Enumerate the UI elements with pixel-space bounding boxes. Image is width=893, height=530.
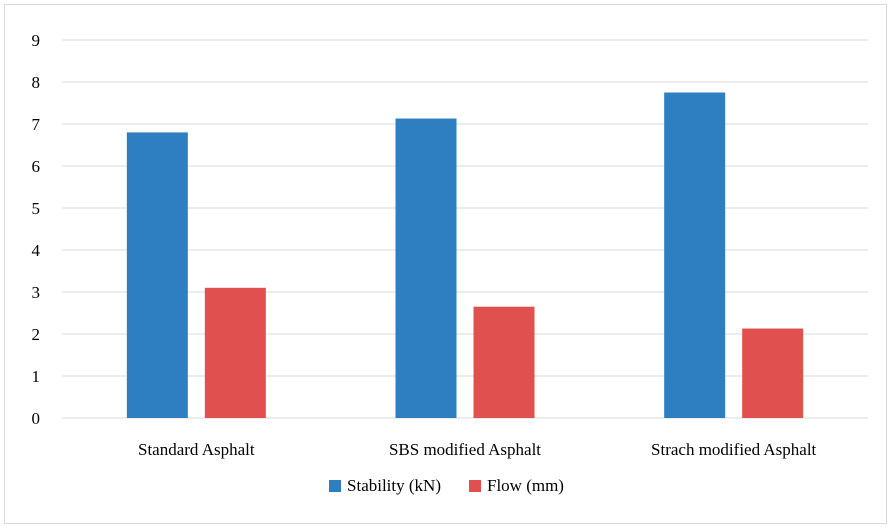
y-tick-label-8: 8 [32, 73, 41, 92]
bar-stability-2 [664, 92, 726, 418]
y-tick-label-4: 4 [32, 241, 41, 260]
y-tick-label-5: 5 [32, 199, 41, 218]
y-tick-label-1: 1 [32, 367, 41, 386]
legend-label-flow: Flow (mm) [486, 476, 564, 495]
y-tick-label-0: 0 [32, 409, 41, 428]
x-axis-ticks: Standard Asphalt SBS modified Asphalt Stra… [138, 440, 817, 459]
bar-flow-2 [742, 328, 804, 418]
bars [126, 92, 804, 418]
bar-stability-1 [395, 118, 457, 418]
y-axis-ticks: 0 1 2 3 4 5 6 7 8 9 [32, 31, 41, 428]
legend-item-stability: Stability (kN) [329, 476, 441, 496]
legend-item-flow: Flow (mm) [468, 476, 564, 496]
legend: Stability (kN) Flow (mm) [0, 476, 893, 496]
x-tick-label-2: Strach modified Asphalt [651, 440, 817, 459]
x-tick-label-0: Standard Asphalt [138, 440, 255, 459]
legend-swatch-stability [329, 480, 342, 492]
gridlines [62, 39, 868, 419]
y-tick-label-6: 6 [32, 157, 41, 176]
y-tick-label-9: 9 [32, 31, 41, 50]
bar-flow-1 [473, 306, 535, 418]
y-tick-label-7: 7 [32, 115, 41, 134]
y-tick-label-2: 2 [32, 325, 41, 344]
bar-flow-0 [204, 287, 266, 418]
bar-stability-0 [126, 132, 188, 418]
x-tick-label-1: SBS modified Asphalt [389, 440, 541, 459]
y-tick-label-3: 3 [32, 283, 41, 302]
legend-swatch-flow [468, 480, 481, 492]
legend-label-stability: Stability (kN) [347, 476, 441, 495]
